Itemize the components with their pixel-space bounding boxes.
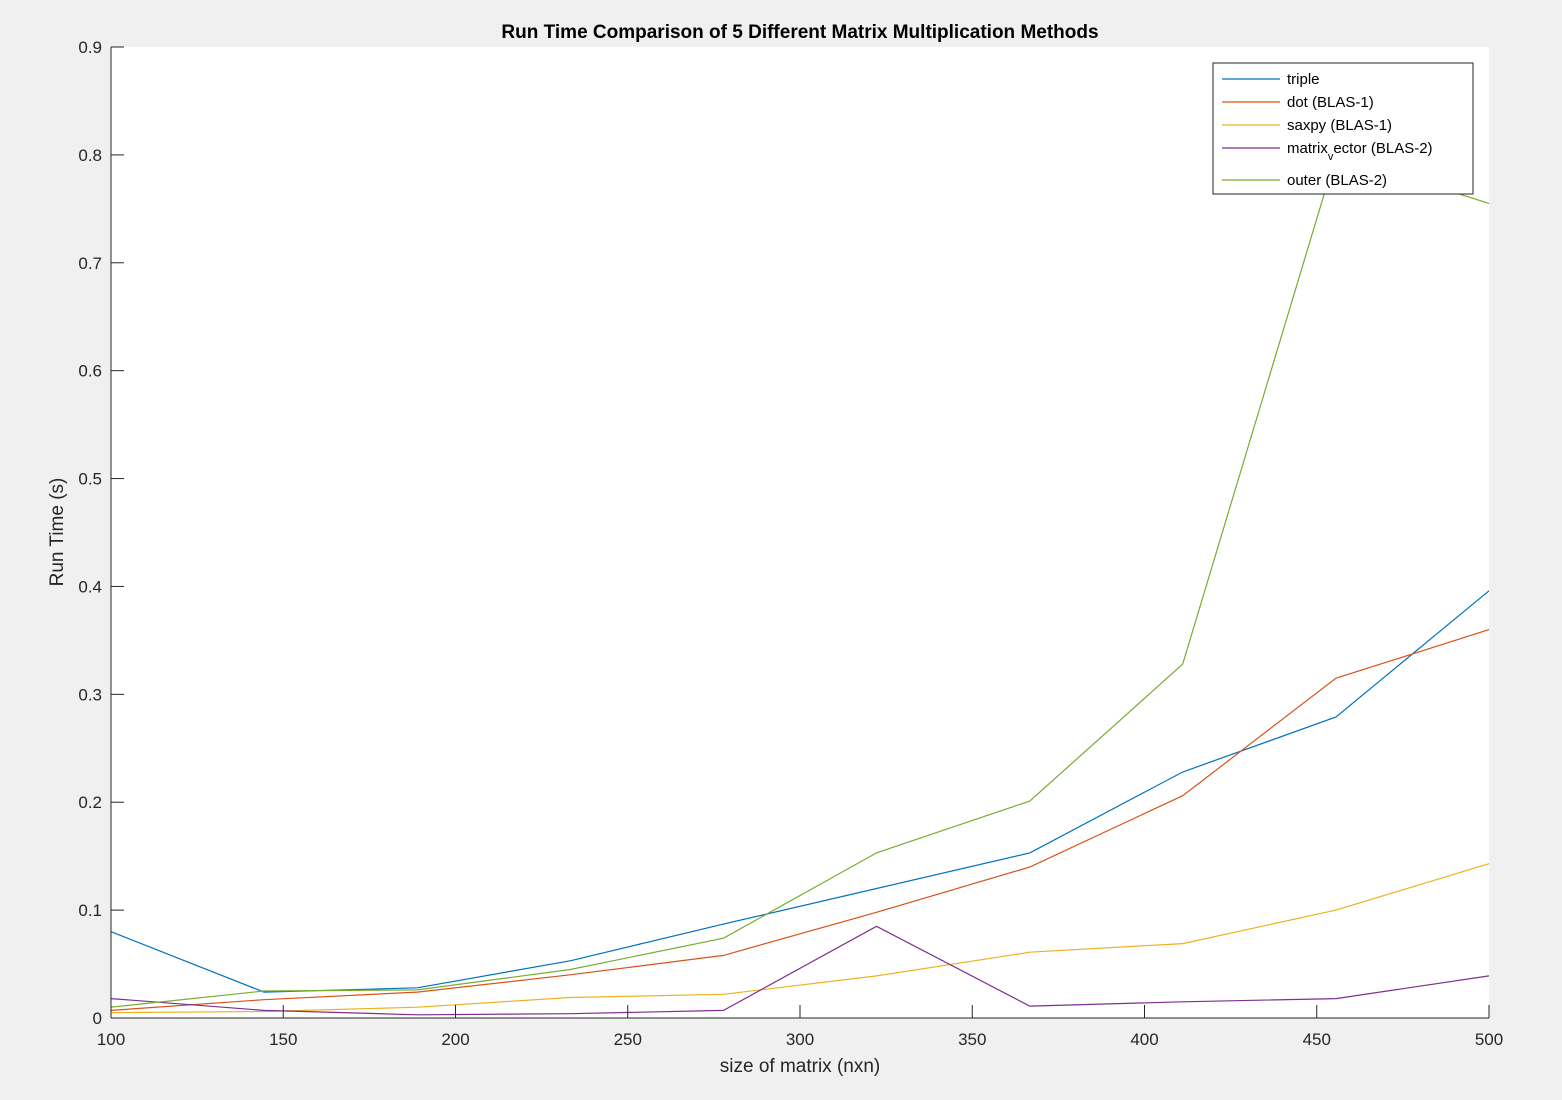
series-line-3 [110, 925, 1490, 1016]
series-layer [110, 154, 1490, 1016]
x-axis-label: size of matrix (nxn) [720, 1056, 880, 1077]
x-ticks: 100 150 200 250 300 350 400 450 500 [97, 1005, 1503, 1049]
series-line-4 [110, 154, 1490, 1008]
y-tick-label: 0.9 [78, 38, 102, 57]
y-tick-label: 0.8 [78, 146, 102, 165]
x-tick-label: 350 [958, 1030, 986, 1049]
legend-items: triple dot (BLAS-1) saxpy (BLAS-1) matrixve… [1222, 71, 1433, 189]
legend-box [1212, 62, 1474, 195]
y-tick-label: 0.4 [78, 577, 102, 596]
legend: triple dot (BLAS-1) saxpy (BLAS-1) matrixve… [1212, 62, 1474, 195]
x-tick-label: 250 [614, 1030, 642, 1049]
chart-title: Run Time Comparison of 5 Different Matri… [501, 22, 1098, 43]
x-tick-label: 150 [269, 1030, 297, 1049]
y-tick-label: 0.3 [78, 685, 102, 704]
x-tick-label: 400 [1130, 1030, 1158, 1049]
y-tick-label: 0.1 [78, 901, 102, 920]
x-tick-label: 100 [97, 1030, 125, 1049]
y-tick-label: 0.2 [78, 793, 102, 812]
y-ticks: 0 0.1 0.2 0.3 0.4 0.5 0.6 0.7 0.8 0.9 [78, 38, 124, 1028]
series-line-2 [110, 863, 1490, 1014]
legend-label-3: matrixvector (BLAS-2) [1287, 140, 1433, 163]
y-tick-label: 0.7 [78, 254, 102, 273]
y-tick-label: 0.6 [78, 362, 102, 381]
x-tick-label: 500 [1475, 1030, 1503, 1049]
axes-background [111, 47, 1489, 1018]
y-tick-label: 0 [93, 1009, 102, 1028]
y-tick-label: 0.5 [78, 470, 102, 489]
series-line-1 [110, 629, 1490, 1011]
legend-label-1: dot (BLAS-1) [1287, 94, 1374, 111]
x-tick-label: 450 [1303, 1030, 1331, 1049]
y-axis-label: Run Time (s) [47, 478, 68, 587]
legend-label-0: triple [1287, 71, 1320, 88]
x-tick-label: 200 [441, 1030, 469, 1049]
x-tick-label: 300 [786, 1030, 814, 1049]
legend-label-2: saxpy (BLAS-1) [1287, 117, 1392, 134]
legend-label-4: outer (BLAS-2) [1287, 172, 1387, 189]
